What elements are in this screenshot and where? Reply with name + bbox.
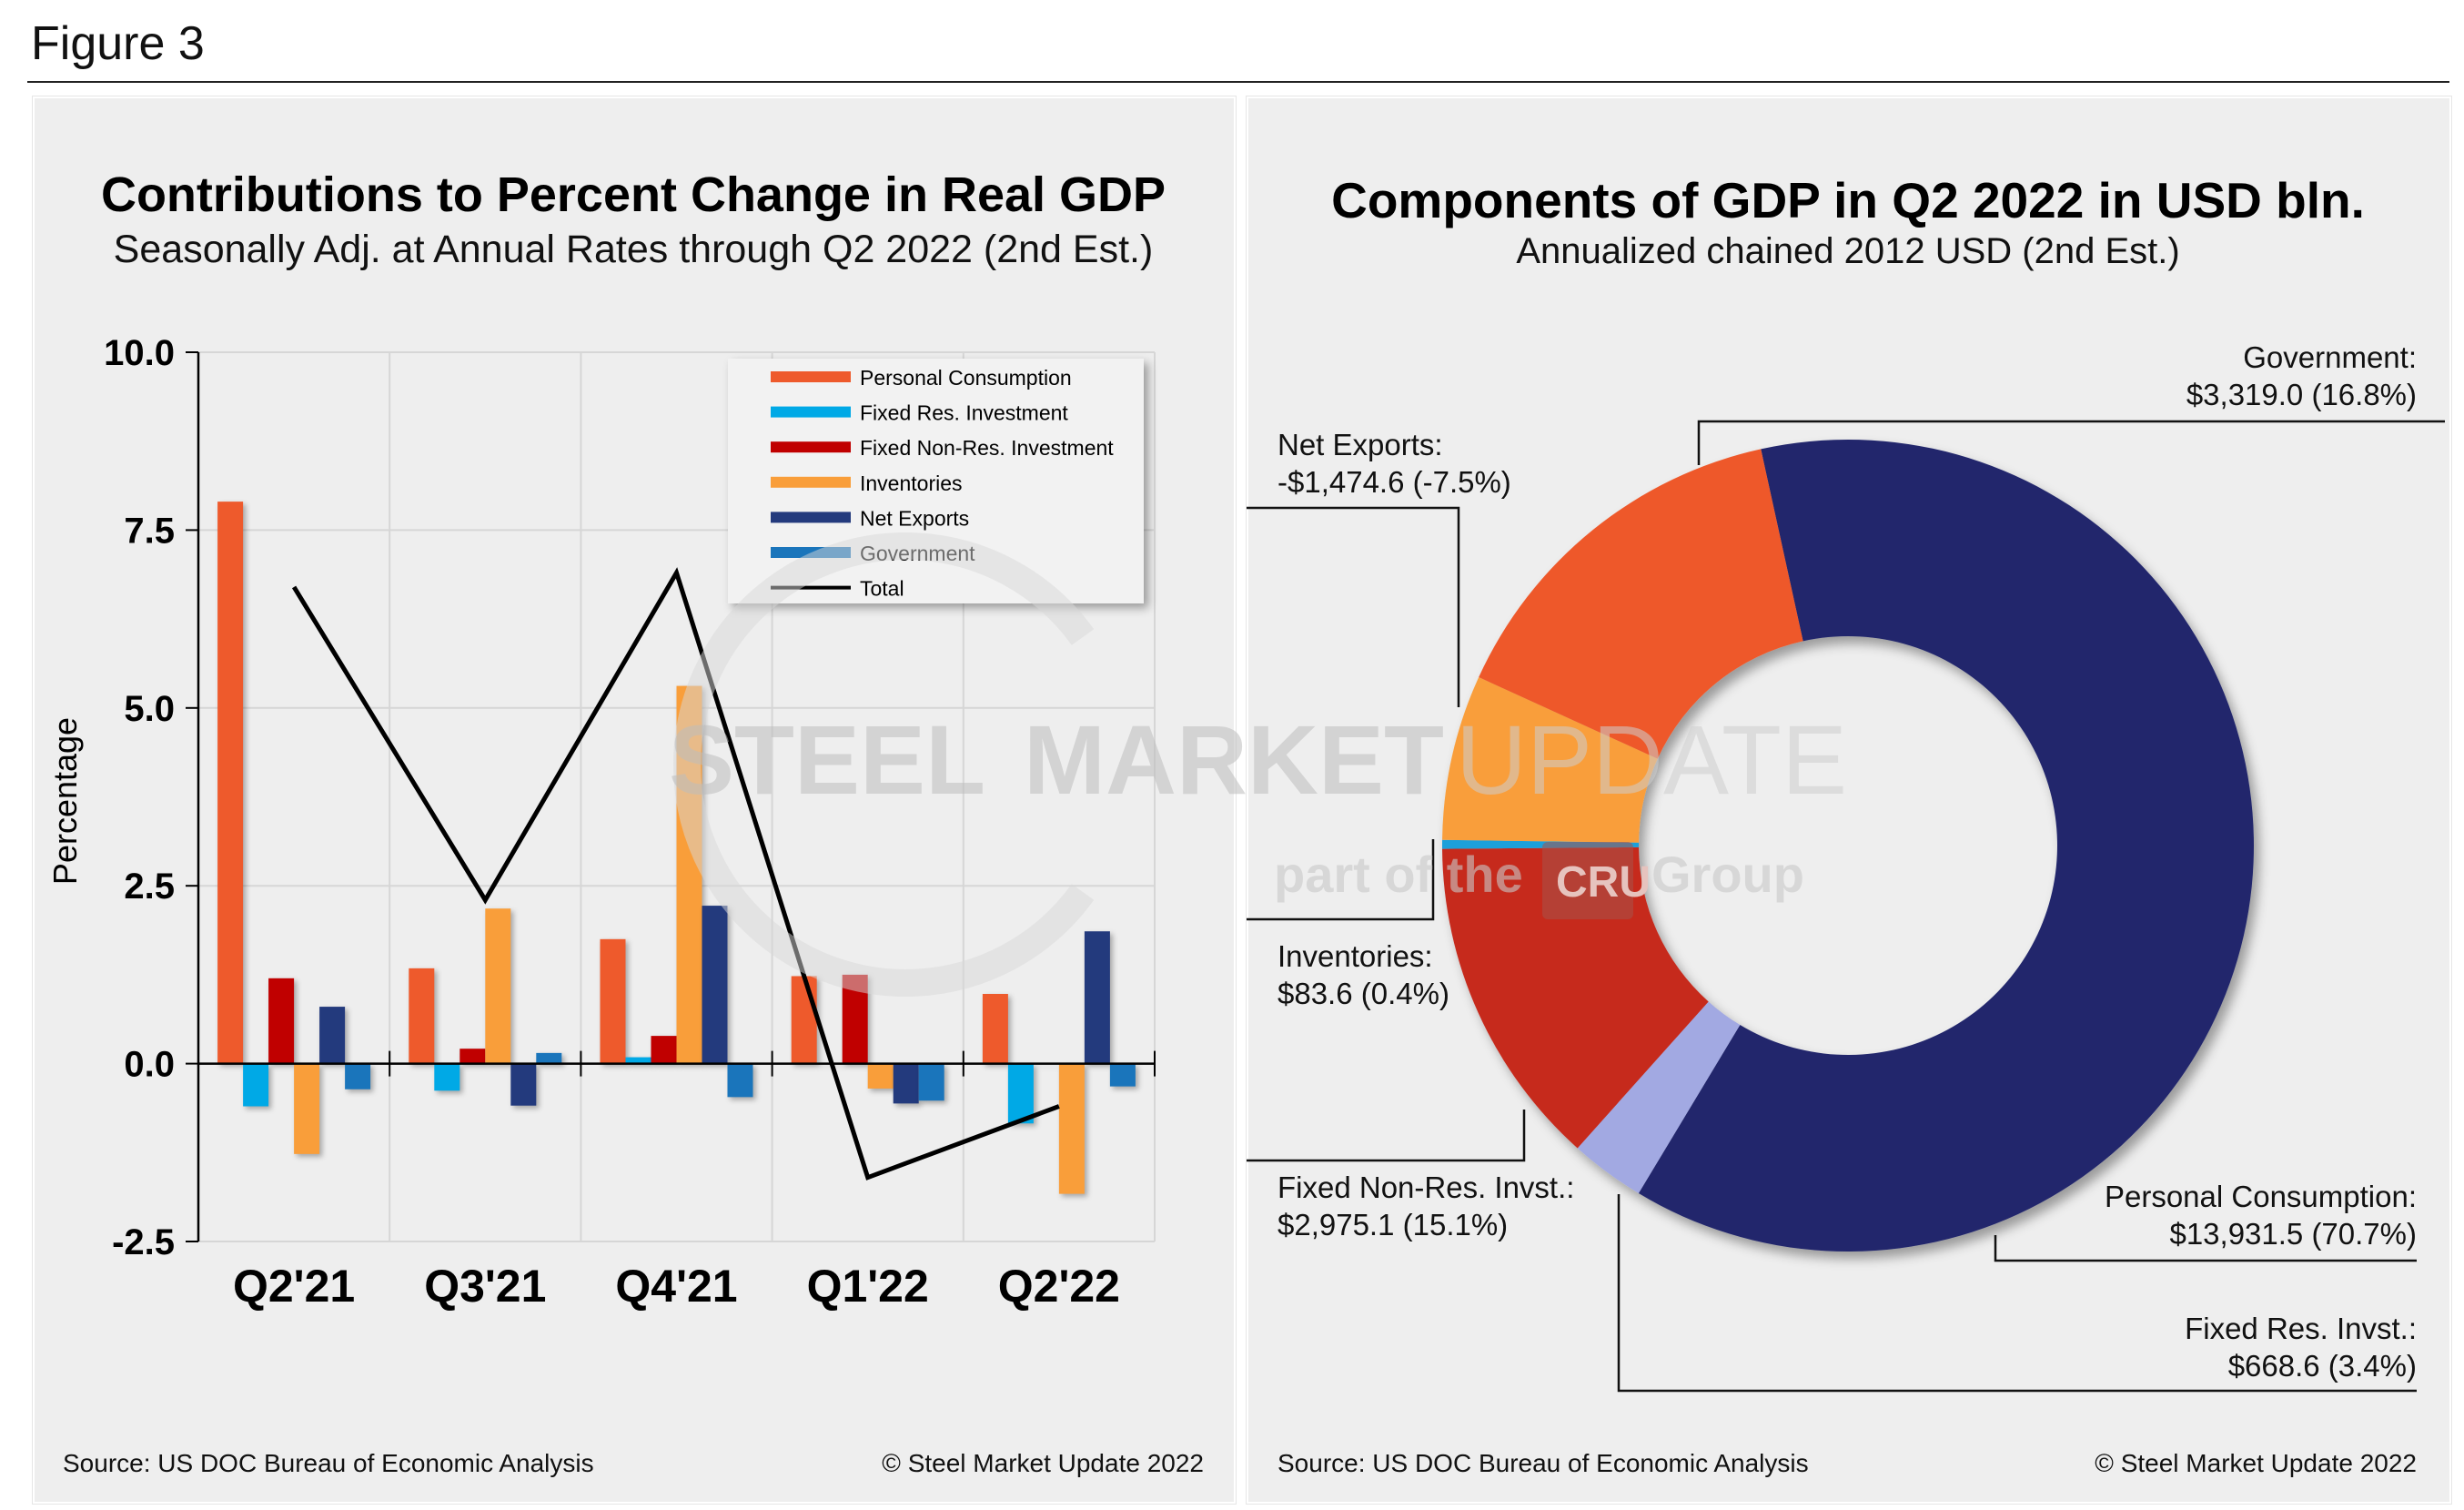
leader-line-net-exports (1247, 506, 1460, 707)
label-government: Government: $3,319.0 (16.8%) (2186, 339, 2417, 413)
legend-label: Net Exports (860, 506, 969, 530)
donut-chart-subtitle: Annualized chained 2012 USD (2nd Est.) (1516, 231, 2180, 271)
donut-slice-personal-consumption (1638, 439, 2255, 1252)
bar-fixed-res-investment-1 (434, 1063, 460, 1091)
figure-label: Figure 3 (31, 17, 205, 70)
label-inventories-name: Inventories: (1277, 939, 1433, 973)
label-fixed-non-res-value: $2,975.1 (15.1%) (1277, 1208, 1509, 1241)
x-tick-label: Q3'21 (424, 1261, 546, 1312)
legend-label: Personal Consumption (860, 366, 1072, 390)
bar-government-1 (536, 1052, 562, 1064)
label-inventories-value: $83.6 (0.4%) (1277, 977, 1449, 1010)
bar-fixed-res-investment-4 (1007, 1063, 1034, 1124)
leader-line-government (1697, 420, 2445, 465)
bar-fixed-res-investment-2 (625, 1057, 651, 1064)
legend-swatch (771, 441, 851, 453)
bar-government-0 (345, 1063, 371, 1089)
bar-inventories-3 (867, 1063, 894, 1089)
label-fixed-res-value: $668.6 (3.4%) (2227, 1349, 2417, 1383)
donut-slice-government (1479, 449, 1803, 759)
label-net-exports-name: Net Exports: (1277, 428, 1443, 461)
leader-line-personal-consumption (1994, 1235, 2417, 1262)
bar-net-exports-3 (893, 1063, 919, 1104)
bar-chart-source: Source: US DOC Bureau of Economic Analys… (63, 1449, 594, 1477)
bar-personal-consumption-2 (600, 938, 626, 1064)
y-tick-label: 5.0 (124, 689, 175, 729)
label-personal-consumption-name: Personal Consumption: (2104, 1180, 2417, 1213)
bar-personal-consumption-1 (409, 968, 435, 1064)
bar-inventories-0 (294, 1063, 320, 1154)
y-axis-label: Percentage (46, 717, 84, 885)
bar-chart-subtitle: Seasonally Adj. at Annual Rates through … (113, 228, 1154, 271)
bar-fixed-non-res-investment-0 (268, 978, 295, 1064)
donut-chart-title: Components of GDP in Q2 2022 in USD bln. (1331, 172, 2365, 228)
y-tick-label: 10.0 (104, 333, 175, 373)
y-tick-label: 2.5 (124, 866, 175, 907)
y-tick-label: 0.0 (124, 1045, 175, 1085)
bar-inventories-4 (1058, 1063, 1085, 1194)
bar-net-exports-1 (510, 1063, 537, 1106)
bar-personal-consumption-0 (217, 502, 244, 1064)
bar-government-2 (727, 1063, 753, 1098)
x-tick-label: Q1'22 (807, 1261, 929, 1312)
label-net-exports-value: -$1,474.6 (-7.5%) (1277, 465, 1511, 499)
y-tick-label: 7.5 (124, 511, 175, 551)
legend-label: Fixed Non-Res. Investment (860, 436, 1114, 460)
x-tick-label: Q2'21 (233, 1261, 355, 1312)
leader-line-fixed-res (1617, 1194, 2417, 1393)
label-fixed-non-res-name: Fixed Non-Res. Invst.: (1277, 1171, 1575, 1204)
x-tick-label: Q2'22 (998, 1261, 1120, 1312)
bar-fixed-non-res-investment-1 (459, 1049, 486, 1064)
figure-divider (27, 81, 2449, 83)
legend-swatch (771, 406, 851, 418)
leader-line-inventories (1247, 839, 1435, 921)
bar-government-3 (918, 1063, 944, 1101)
label-personal-consumption: Personal Consumption: $13,931.5 (70.7%) (2105, 1178, 2417, 1252)
label-personal-consumption-value: $13,931.5 (70.7%) (2169, 1217, 2417, 1251)
label-fixed-res-name: Fixed Res. Invst.: (2185, 1312, 2417, 1345)
legend-swatch (771, 512, 851, 523)
bar-personal-consumption-4 (982, 994, 1008, 1064)
leader-line-fixed-non-res (1247, 1110, 1526, 1162)
y-tick-label: -2.5 (112, 1222, 175, 1262)
donut-slice-fixed-non-res-invst (1442, 846, 1709, 1149)
bar-chart-title: Contributions to Percent Change in Real … (100, 167, 1166, 222)
donut-chart-copyright: © Steel Market Update 2022 (2095, 1449, 2417, 1477)
label-inventories: Inventories: $83.6 (0.4%) (1277, 937, 1449, 1012)
x-tick-label: Q4'21 (615, 1261, 737, 1312)
label-net-exports: Net Exports: -$1,474.6 (-7.5%) (1277, 426, 1511, 501)
bar-fixed-non-res-investment-2 (651, 1036, 677, 1064)
legend-swatch (771, 371, 851, 382)
bar-fixed-res-investment-0 (243, 1063, 269, 1107)
legend-label: Inventories (860, 471, 963, 495)
leader-lines (1247, 420, 2445, 1393)
label-government-name: Government: (2243, 340, 2417, 374)
label-fixed-non-res: Fixed Non-Res. Invst.: $2,975.1 (15.1%) (1277, 1169, 1574, 1243)
bar-chart-copyright: © Steel Market Update 2022 (882, 1449, 1204, 1477)
bar-inventories-1 (485, 908, 511, 1064)
legend-swatch (771, 476, 851, 488)
bar-government-4 (1109, 1063, 1136, 1087)
label-fixed-res: Fixed Res. Invst.: $668.6 (3.4%) (2185, 1310, 2417, 1384)
bar-net-exports-0 (319, 1007, 346, 1064)
legend-label: Fixed Res. Investment (860, 401, 1068, 425)
donut-chart-source: Source: US DOC Bureau of Economic Analys… (1277, 1449, 1809, 1477)
donut-slice-fixed-res-invst (1577, 1001, 1741, 1194)
label-government-value: $3,319.0 (16.8%) (2186, 378, 2417, 411)
donut-slice-net-exports (1442, 677, 1658, 843)
